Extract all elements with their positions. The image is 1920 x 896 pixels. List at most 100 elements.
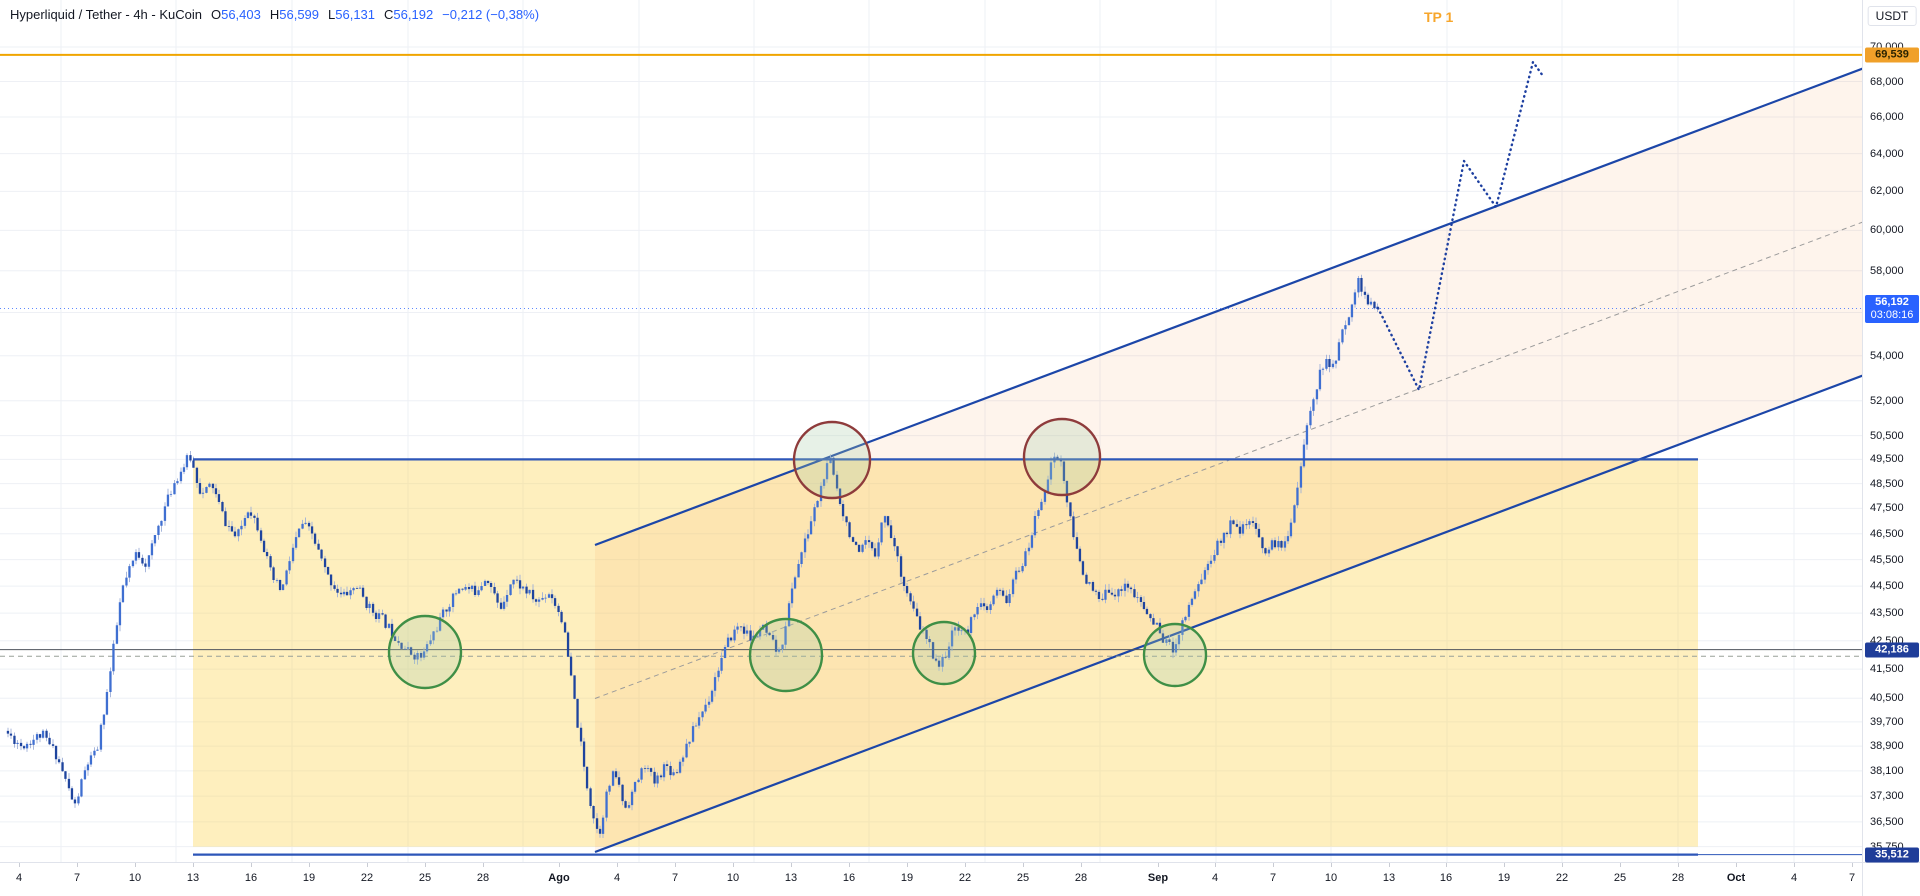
trend-channel-upper-line[interactable]	[594, 47, 1862, 547]
date-tick-mark	[1273, 863, 1274, 867]
price-tick-label: 46,500	[1870, 527, 1904, 540]
price-tick-label: 45,500	[1870, 553, 1904, 566]
price-tick-label: 68,000	[1870, 75, 1904, 88]
ohlc-open: O56,403	[210, 7, 261, 22]
date-tick-label: 19	[302, 872, 316, 884]
price-tick-label: 62,000	[1870, 185, 1904, 198]
symbol-header[interactable]: Hyperliquid / Tether - 4h - KuCoin O56,4…	[10, 7, 539, 22]
support-touch-circle-1[interactable]	[748, 617, 824, 693]
date-tick-mark	[1331, 863, 1332, 867]
date-tick-mark	[1158, 863, 1159, 867]
date-tick-label: 16	[1439, 872, 1453, 884]
date-tick-label: 19	[1497, 872, 1511, 884]
date-tick-label: Oct	[1726, 872, 1746, 884]
price-tick-label: 48,500	[1870, 477, 1904, 490]
date-tick-mark	[849, 863, 850, 867]
date-tick-mark	[617, 863, 618, 867]
symbol-title: Hyperliquid / Tether - 4h - KuCoin	[10, 7, 202, 22]
price-tick-label: 54,000	[1870, 349, 1904, 362]
price-marker-label: 35,512	[1865, 847, 1919, 863]
trend-channel-median-line[interactable]	[594, 201, 1862, 699]
date-tick-label: 13	[186, 872, 200, 884]
price-tick-label: 38,100	[1870, 764, 1904, 777]
date-tick-mark	[559, 863, 560, 867]
date-tick-label: 16	[842, 872, 856, 884]
price-tick-label: 37,300	[1870, 790, 1904, 803]
price-tick-label: 58,000	[1870, 264, 1904, 277]
price-tick-label: 52,000	[1870, 394, 1904, 407]
price-projection-path[interactable]	[1376, 60, 1545, 392]
date-tick-mark	[1389, 863, 1390, 867]
price-tick-label: 60,000	[1870, 224, 1904, 237]
date-tick-label: 25	[1613, 872, 1627, 884]
price-tick-label: 49,500	[1870, 453, 1904, 466]
currency-label[interactable]: USDT	[1867, 6, 1917, 26]
price-marker-label: 42,186	[1865, 642, 1919, 658]
time-axis[interactable]: 4 7 10 13 16 19 22 25 28 Ago 4 7 10 13 16 19 22 25 28 Sep 4 7…	[0, 862, 1862, 896]
date-tick-mark	[1620, 863, 1621, 867]
date-tick-label: 13	[1382, 872, 1396, 884]
price-tick-label: 38,900	[1870, 740, 1904, 753]
price-change: −0,212 (−0,38%)	[442, 7, 540, 22]
date-tick-mark	[19, 863, 20, 867]
price-marker-label: 69,539	[1865, 47, 1919, 63]
date-tick-mark	[425, 863, 426, 867]
date-tick-label: 25	[1016, 872, 1030, 884]
date-tick-mark	[1504, 863, 1505, 867]
date-tick-label: 22	[1555, 872, 1569, 884]
date-tick-label: 7	[1269, 872, 1277, 884]
resistance-touch-circle-4[interactable]	[792, 420, 872, 500]
chart-plot-area[interactable]: Hyperliquid / Tether - 4h - KuCoin O56,4…	[0, 0, 1862, 862]
ohlc-low: L56,131	[328, 7, 376, 22]
tp1-target-label[interactable]: TP 1	[1424, 9, 1454, 25]
resistance-touch-circle-5[interactable]	[1022, 417, 1102, 497]
support-touch-circle-3[interactable]	[1142, 622, 1208, 688]
date-tick-mark	[1852, 863, 1853, 867]
date-tick-label: 28	[476, 872, 490, 884]
date-tick-label: 22	[958, 872, 972, 884]
date-tick-mark	[1215, 863, 1216, 867]
date-tick-label: 16	[244, 872, 258, 884]
price-tick-label: 39,700	[1870, 715, 1904, 728]
price-tick-label: 44,500	[1870, 580, 1904, 593]
price-tick-label: 40,500	[1870, 692, 1904, 705]
date-tick-label: 25	[418, 872, 432, 884]
date-tick-mark	[367, 863, 368, 867]
date-tick-label: 10	[1324, 872, 1338, 884]
price-tick-label: 36,500	[1870, 815, 1904, 828]
price-axis[interactable]: USDT 70,00068,00066,00064,00062,00060,00…	[1862, 0, 1920, 863]
ohlc-close: C56,192	[384, 7, 434, 22]
date-tick-label: 7	[1848, 872, 1856, 884]
date-tick-label: 10	[726, 872, 740, 884]
date-tick-label: 13	[784, 872, 798, 884]
date-tick-label: 28	[1671, 872, 1685, 884]
axis-corner	[1862, 862, 1920, 896]
date-tick-label: Sep	[1147, 872, 1169, 884]
date-tick-mark	[1023, 863, 1024, 867]
date-tick-label: 4	[613, 872, 621, 884]
date-tick-label: 7	[671, 872, 679, 884]
date-tick-mark	[1446, 863, 1447, 867]
date-tick-mark	[251, 863, 252, 867]
date-tick-mark	[77, 863, 78, 867]
support-touch-circle-2[interactable]	[911, 620, 977, 686]
date-tick-mark	[791, 863, 792, 867]
date-tick-mark	[1678, 863, 1679, 867]
price-marker-label: 56,192 03:08:16	[1865, 294, 1919, 323]
price-chart-canvas[interactable]	[0, 0, 1862, 862]
date-tick-label: 22	[360, 872, 374, 884]
date-tick-mark	[1081, 863, 1082, 867]
date-tick-label: 4	[1211, 872, 1219, 884]
date-tick-mark	[675, 863, 676, 867]
price-tick-label: 66,000	[1870, 111, 1904, 123]
date-tick-mark	[1562, 863, 1563, 867]
date-tick-label: Ago	[548, 872, 570, 884]
support-touch-circle-0[interactable]	[387, 614, 463, 690]
date-tick-label: 4	[1790, 872, 1798, 884]
date-tick-mark	[1736, 863, 1737, 867]
date-tick-mark	[193, 863, 194, 867]
price-tick-label: 64,000	[1870, 147, 1904, 160]
trend-channel-lower-line[interactable]	[594, 354, 1862, 854]
date-tick-mark	[1794, 863, 1795, 867]
